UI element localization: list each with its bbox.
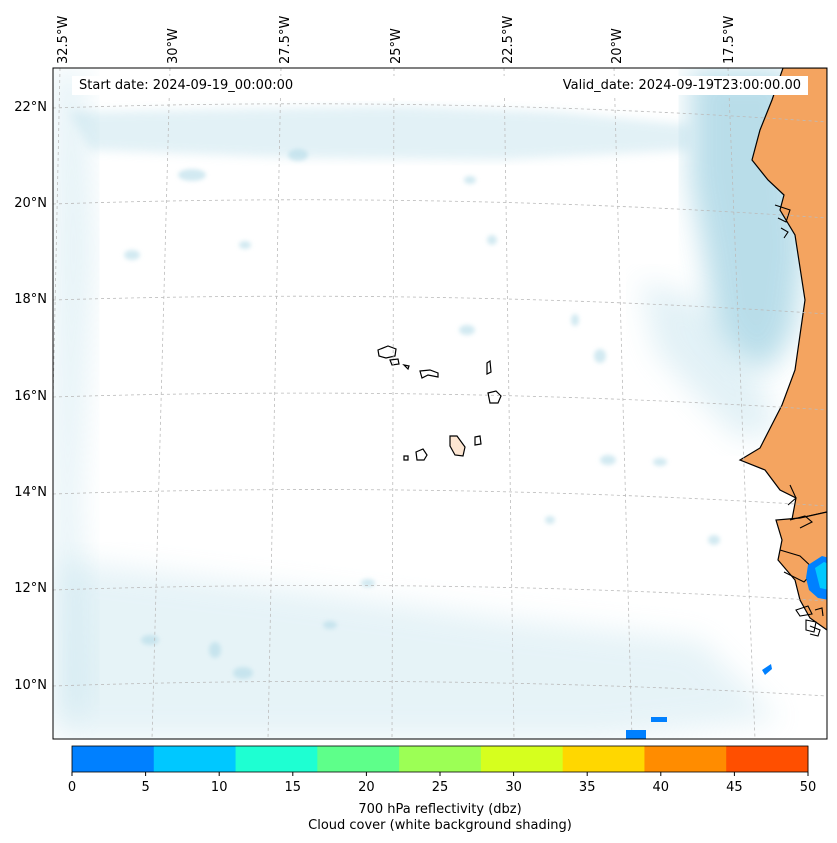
- cape-verde-islands: [377, 345, 502, 461]
- storm-cell-core: [815, 562, 827, 590]
- colorbar-segment: [399, 746, 482, 772]
- cloud-band-southern: [60, 560, 780, 739]
- cloud-patches: [124, 149, 720, 679]
- lon-label: 20°W: [610, 28, 625, 64]
- storm-cell-south-2: [626, 730, 646, 739]
- gridlines: [53, 68, 827, 739]
- island-santa-luzia: [402, 364, 410, 371]
- colorbar-segment: [153, 746, 237, 772]
- island-santiago: [449, 435, 466, 457]
- colorbar-tick-label: 0: [68, 780, 76, 795]
- lon-label: 17.5°W: [722, 16, 737, 64]
- reflectivity-cells: [626, 556, 827, 739]
- colorbar-tick-label: 15: [285, 780, 302, 795]
- longitude-labels: 32.5°W 30°W 27.5°W 25°W 22.5°W 20°W 17.5…: [56, 16, 737, 64]
- lon-label: 27.5°W: [278, 16, 293, 64]
- colorbar-tick-label: 20: [358, 780, 375, 795]
- colorbar-segment: [72, 746, 155, 772]
- cloud-band-offshore: [640, 280, 780, 440]
- valid-date-label: Valid_date: 2024-09-19T23:00:00.00: [555, 76, 808, 95]
- colorbar-segment: [235, 746, 318, 772]
- lon-label: 25°W: [389, 28, 404, 64]
- cloud-band-northern: [70, 106, 690, 160]
- island-sao-vicente: [389, 358, 400, 366]
- lon-label: 30°W: [166, 28, 181, 64]
- lat-label: 20°N: [14, 196, 47, 211]
- colorbar-ticks: 0 5 10 15 20 25 30 35 40 45 50: [68, 772, 816, 795]
- colorbar-tick-label: 25: [432, 780, 449, 795]
- colorbar-segment: [562, 746, 645, 772]
- colorbar-tick-label: 45: [726, 780, 743, 795]
- map-panel: [53, 68, 827, 739]
- colorbar-tick-label: 40: [653, 780, 670, 795]
- island-fogo: [415, 448, 428, 461]
- colorbar-sublabel: Cloud cover (white background shading): [308, 818, 572, 833]
- colorbar-tick-label: 35: [579, 780, 596, 795]
- colorbar-segment: [726, 746, 809, 772]
- start-date-label: Start date: 2024-09-19_00:00:00: [72, 76, 546, 95]
- lon-label: 22.5°W: [501, 16, 516, 64]
- lon-label: 32.5°W: [56, 16, 71, 64]
- africa-coast-south: [775, 511, 827, 631]
- storm-cell-south-1: [651, 717, 667, 722]
- lat-label: 10°N: [14, 678, 47, 693]
- colorbar-segment: [644, 746, 727, 772]
- island-brava: [403, 455, 409, 461]
- island-maio: [474, 435, 482, 446]
- lat-label: 16°N: [14, 389, 47, 404]
- storm-cell-offshore: [762, 664, 772, 675]
- cloud-cover-shading: [53, 70, 805, 739]
- latitude-labels: 22°N 20°N 18°N 16°N 14°N 12°N 10°N: [14, 100, 47, 693]
- colorbar-tick-label: 30: [505, 780, 522, 795]
- colorbar-tick-label: 50: [800, 780, 817, 795]
- colorbar: [72, 746, 809, 772]
- colorbar-segment: [480, 746, 564, 772]
- island-sal: [486, 359, 492, 375]
- lat-label: 12°N: [14, 581, 47, 596]
- lat-label: 22°N: [14, 100, 47, 115]
- colorbar-tick-label: 10: [211, 780, 228, 795]
- island-sao-nicolau: [419, 369, 439, 379]
- island-boa-vista: [487, 390, 502, 404]
- colorbar-label: 700 hPa reflectivity (dbz): [358, 802, 522, 817]
- colorbar-tick-label: 5: [141, 780, 149, 795]
- island-santo-antao: [377, 345, 397, 359]
- lat-label: 18°N: [14, 292, 47, 307]
- map-frame: [52, 67, 828, 740]
- colorbar-segment: [317, 746, 400, 772]
- lat-label: 14°N: [14, 485, 47, 500]
